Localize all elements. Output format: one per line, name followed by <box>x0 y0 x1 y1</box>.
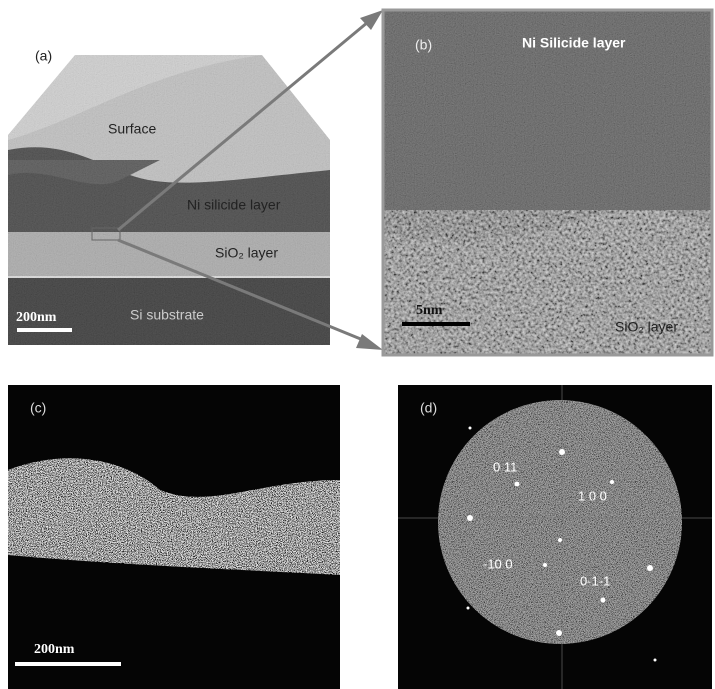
annotation: -10 0 <box>483 556 513 571</box>
annotation: 1 0 0 <box>578 488 607 503</box>
panel-label: (b) <box>415 37 432 53</box>
panel-label: (a) <box>35 48 52 64</box>
annotation: 0 11 <box>493 459 517 474</box>
scale-bar-label: 200nm <box>34 642 75 657</box>
scale-bar <box>17 328 72 332</box>
tem-image-a <box>8 55 330 345</box>
panel-d: (d) 0 11 1 0 0 -10 0 0-1-1 <box>398 385 712 689</box>
panel-b: (b) Ni Silicide layer SiO₂ layer 5nm <box>383 10 712 355</box>
scale-bar-label: 200nm <box>16 310 57 325</box>
scale-bar <box>402 322 470 326</box>
panel-c: (c) 200nm <box>8 385 340 689</box>
annotation: SiO₂ layer <box>615 319 678 335</box>
panel-label: (c) <box>30 400 46 416</box>
annotation: Ni silicide layer <box>187 197 281 213</box>
annotation: SiO₂ layer <box>215 245 278 261</box>
annotation: Ni Silicide layer <box>522 35 626 51</box>
annotation: 0-1-1 <box>580 573 610 588</box>
annotation: Si substrate <box>130 307 204 323</box>
scale-bar-label: 5nm <box>416 303 443 318</box>
panel-label: (d) <box>420 400 437 416</box>
scale-bar <box>15 662 121 666</box>
figure: (a) Surface Ni silicide layer SiO₂ layer… <box>0 0 715 689</box>
annotation: Surface <box>108 121 156 137</box>
